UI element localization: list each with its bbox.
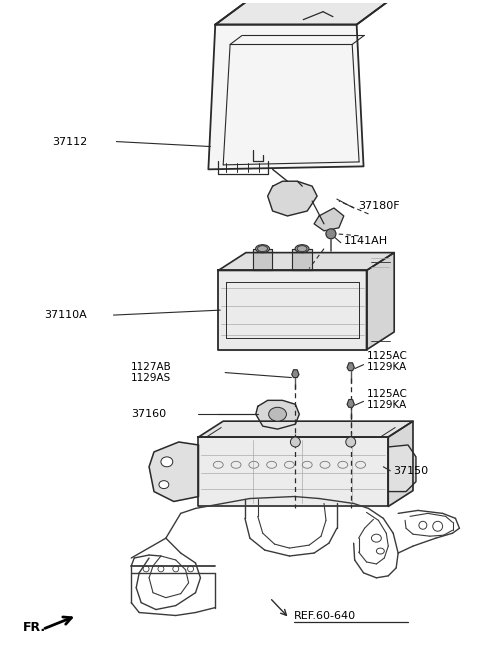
Circle shape (290, 437, 300, 447)
Polygon shape (388, 445, 416, 492)
Ellipse shape (256, 245, 269, 253)
Ellipse shape (295, 245, 309, 253)
Text: 37160: 37160 (131, 409, 167, 419)
Text: 37110A: 37110A (44, 310, 87, 320)
Text: 1125AC
1129KA: 1125AC 1129KA (367, 389, 408, 410)
Polygon shape (208, 25, 363, 169)
Polygon shape (347, 400, 354, 408)
Polygon shape (292, 249, 312, 270)
Text: 37180F: 37180F (359, 201, 400, 211)
Polygon shape (218, 270, 367, 350)
Circle shape (326, 229, 336, 239)
Text: 37112: 37112 (52, 137, 87, 146)
Circle shape (346, 437, 356, 447)
Polygon shape (199, 421, 413, 437)
Text: 37150: 37150 (393, 465, 428, 476)
Polygon shape (218, 253, 394, 270)
Polygon shape (388, 421, 413, 506)
Text: 1127AB
1129AS: 1127AB 1129AS (131, 362, 172, 383)
Polygon shape (314, 208, 344, 231)
Polygon shape (367, 253, 394, 350)
Ellipse shape (159, 480, 169, 489)
Polygon shape (268, 181, 317, 216)
Text: 1141AH: 1141AH (344, 236, 388, 245)
Polygon shape (347, 363, 354, 370)
Polygon shape (256, 400, 300, 429)
Polygon shape (253, 249, 272, 270)
Text: FR.: FR. (23, 621, 46, 634)
Polygon shape (216, 0, 394, 25)
Text: 1125AC
1129KA: 1125AC 1129KA (367, 351, 408, 372)
Text: REF.60-640: REF.60-640 (294, 611, 357, 620)
Polygon shape (199, 437, 388, 506)
Polygon shape (149, 442, 199, 501)
Ellipse shape (161, 457, 173, 467)
Ellipse shape (269, 408, 287, 421)
Polygon shape (292, 370, 299, 378)
